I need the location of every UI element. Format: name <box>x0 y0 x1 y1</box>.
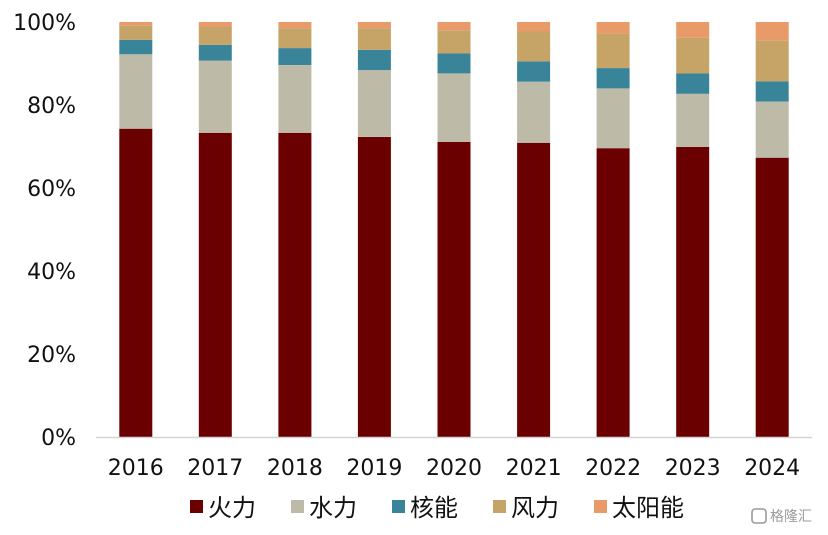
bar-segment <box>198 132 232 438</box>
legend-swatch <box>594 500 607 513</box>
bar-segment <box>517 31 551 62</box>
x-axis: 2016 2017 2018 2019 2020 2021 2022 2023 2024 <box>96 436 812 481</box>
legend-swatch <box>493 500 506 513</box>
bar-segment <box>278 48 312 66</box>
bar-segment <box>755 81 789 102</box>
x-tick-label: 2019 <box>346 456 402 481</box>
bar-segment <box>755 40 789 82</box>
bar-segment <box>676 73 710 94</box>
x-tick-label: 2024 <box>744 456 800 481</box>
bar-segment <box>278 65 312 133</box>
x-tick-label: 2020 <box>426 456 482 481</box>
bar-segment <box>278 132 312 438</box>
bar-segment <box>596 33 630 68</box>
logo-icon <box>751 508 767 524</box>
bar-segment <box>437 73 471 142</box>
bar-segment <box>198 60 232 133</box>
bar-segment <box>517 81 551 143</box>
bar-segment <box>596 68 630 89</box>
legend-label: 水力 <box>309 494 357 522</box>
bar-segment <box>357 49 391 71</box>
legend-item: 火力 <box>190 494 256 522</box>
bar-segment <box>676 93 710 147</box>
bars <box>119 22 789 438</box>
bar-segment <box>437 22 471 31</box>
legend-swatch <box>190 500 203 513</box>
bar-segment <box>198 44 232 61</box>
y-tick-label: 60% <box>27 177 76 202</box>
y-tick-label: 20% <box>27 343 76 368</box>
bar-segment <box>278 22 312 29</box>
legend: 火力 水力 核能 风力 太阳能 <box>190 494 684 522</box>
x-tick-label: 2023 <box>665 456 721 481</box>
y-tick-label: 100% <box>13 11 76 36</box>
bar-segment <box>755 157 789 437</box>
legend-item: 核能 <box>392 494 458 522</box>
bar-segment <box>357 70 391 137</box>
bar-segment <box>437 30 471 54</box>
x-tick-label: 2018 <box>267 456 323 481</box>
bar-segment <box>676 146 710 437</box>
bar-segment <box>755 101 789 158</box>
bar-segment <box>357 28 391 50</box>
y-axis: 0% 20% 40% 60% 80% 100% <box>13 11 76 451</box>
bar-segment <box>517 22 551 32</box>
legend-label: 核能 <box>410 494 458 522</box>
x-tick-label: 2017 <box>187 456 243 481</box>
bar-segment <box>517 142 551 438</box>
bar-segment <box>119 39 153 55</box>
bar-segment <box>119 25 153 40</box>
bar-segment <box>437 141 471 437</box>
legend-label: 太阳能 <box>612 494 684 522</box>
x-tick-label: 2022 <box>585 456 641 481</box>
bar-segment <box>119 22 153 26</box>
watermark: 格隆汇 <box>751 508 812 525</box>
bar-segment <box>596 148 630 437</box>
bar-segment <box>198 22 232 27</box>
x-tick-label: 2016 <box>108 456 164 481</box>
bar-segment <box>755 22 789 41</box>
bar-segment <box>278 28 312 49</box>
x-tick-label: 2021 <box>506 456 562 481</box>
bar-segment <box>357 22 391 29</box>
bar-segment <box>119 128 153 437</box>
bar-segment <box>437 53 471 74</box>
y-tick-label: 0% <box>41 426 76 451</box>
legend-item: 太阳能 <box>594 494 684 522</box>
bar-segment <box>119 54 153 129</box>
legend-item: 风力 <box>493 494 559 522</box>
bar-segment <box>676 37 710 74</box>
legend-label: 风力 <box>511 494 559 522</box>
legend-label: 火力 <box>208 494 256 522</box>
watermark-text: 格隆汇 <box>770 509 812 525</box>
y-tick-label: 80% <box>27 94 76 119</box>
bar-segment <box>596 88 630 149</box>
legend-swatch <box>291 500 304 513</box>
bar-segment <box>596 22 630 34</box>
bar-segment <box>676 22 710 38</box>
bar-segment <box>198 27 232 45</box>
bar-segment <box>517 61 551 82</box>
legend-item: 水力 <box>291 494 357 522</box>
bar-segment <box>357 137 391 437</box>
legend-swatch <box>392 500 405 513</box>
y-tick-label: 40% <box>27 260 76 285</box>
